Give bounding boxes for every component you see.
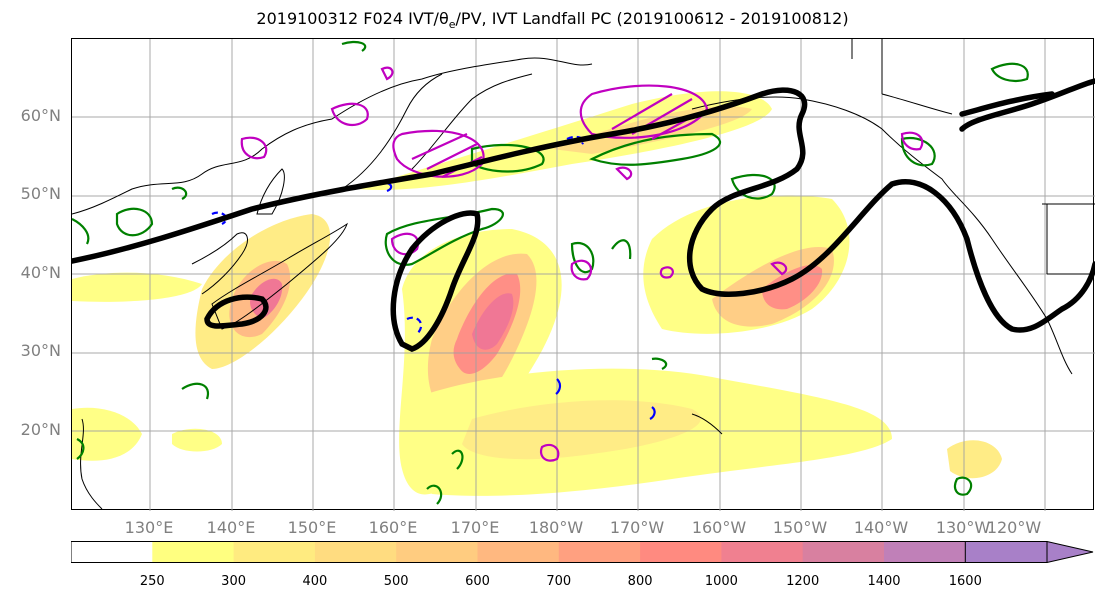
colorbar-tick-label: 800 [627,574,653,589]
colorbar-tick-label: 1000 [704,574,738,589]
colorbar-tick-label: 700 [546,574,572,589]
lon-label-150w: 150°W [772,518,828,537]
lon-label-130e: 130°E [124,518,174,537]
lon-label-170w: 170°W [609,518,665,537]
colorbar-tick-label: 300 [221,574,246,589]
lon-label-170e: 170°E [450,518,500,537]
lat-label-30n: 30°N [20,341,61,360]
map-svg [72,39,1095,511]
lon-label-130w: 130°W [935,518,991,537]
colorbar-segment [233,541,316,563]
colorbar-segment [477,541,560,563]
colorbar-tick-label: 500 [383,574,409,589]
colorbar-segment [71,541,153,563]
colorbar-segment [314,541,397,563]
pc-contours [72,78,1095,352]
magenta-contours [240,66,924,462]
lat-label-40n: 40°N [20,263,61,282]
lon-label-140w: 140°W [853,518,909,537]
colorbar-segment [558,541,641,563]
colorbar-segment [884,541,966,563]
lon-label-150e: 150°E [287,518,337,537]
colorbar-tick-label: 1200 [786,574,820,589]
lon-label-120w: 120°W [986,518,1042,537]
colorbar-extend-arrow [964,541,1094,563]
chart-title: 2019100312 F024 IVT/θe/PV, IVT Landfall … [256,9,849,32]
lat-label-20n: 20°N [20,420,61,439]
lon-label-160w: 160°W [691,518,747,537]
lat-label-60n: 60°N [20,106,61,125]
colorbar-segment [802,541,885,563]
lon-label-180w: 180°W [528,518,584,537]
colorbar-segment [396,541,478,563]
colorbar-tick-label: 1600 [948,574,982,589]
lon-label-160e: 160°E [368,518,418,537]
ivt-shading [72,91,1002,496]
colorbar [71,541,1094,563]
colorbar-tick-label: 1400 [867,574,901,589]
lon-label-140e: 140°E [206,518,256,537]
map-panel [71,38,1095,511]
colorbar-tick-label: 600 [465,574,490,589]
lat-label-50n: 50°N [20,184,61,203]
coastlines [72,39,1095,510]
colorbar-segment [640,541,722,563]
colorbar-segment [721,541,804,563]
colorbar-tick-label: 250 [139,574,165,589]
colorbar-segment [152,541,235,563]
colorbar-tick-label: 400 [302,574,328,589]
